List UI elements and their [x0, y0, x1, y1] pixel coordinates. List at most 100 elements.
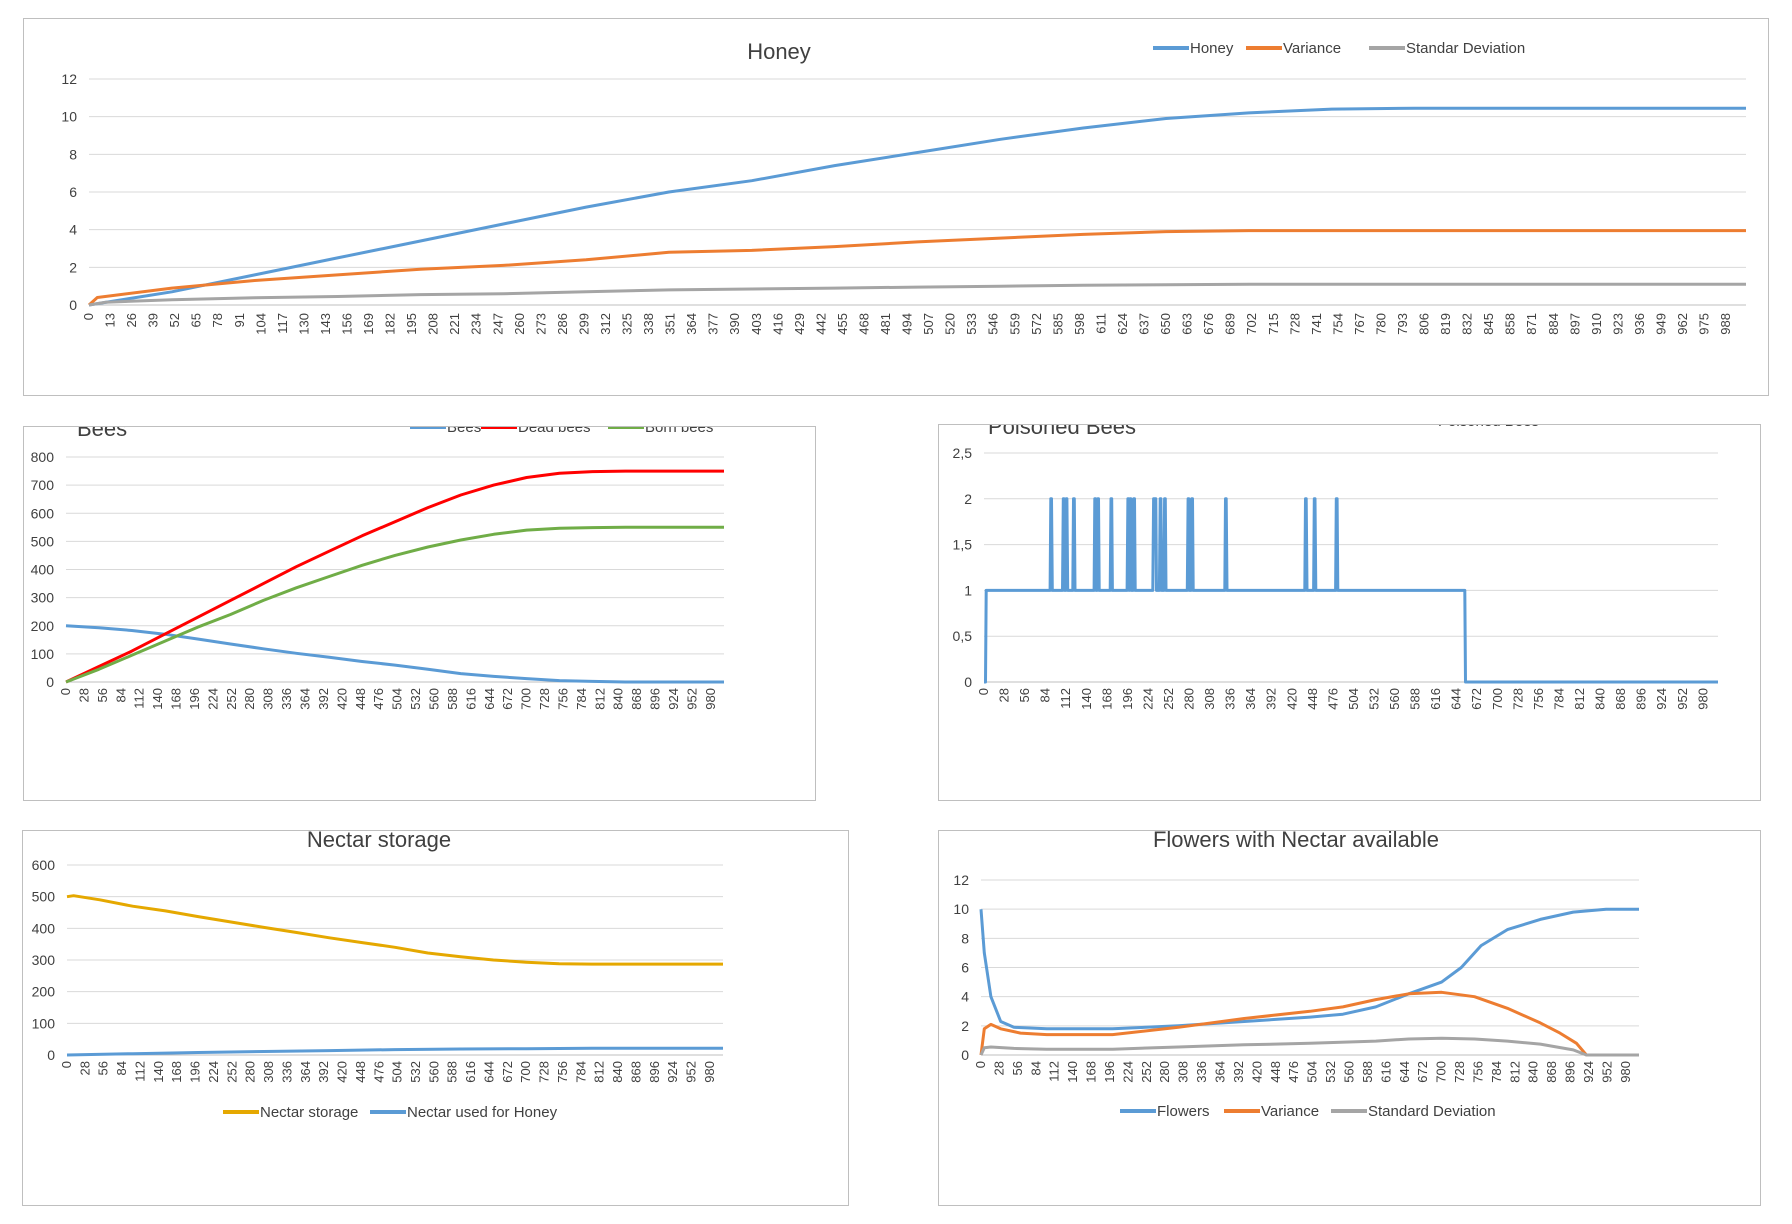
honey-x-tick-label: 364 [684, 313, 699, 335]
bees-y-tick-label: 800 [31, 449, 55, 465]
poisoned-bees-x-tick-label: 532 [1366, 688, 1381, 710]
honey-x-tick-label: 182 [383, 313, 398, 335]
bees-y-tick-label: 700 [31, 477, 55, 493]
bees-x-tick-label: 532 [408, 688, 423, 710]
honey-x-tick-label: 624 [1115, 313, 1130, 335]
nectar-storage-x-tick-label: 196 [188, 1061, 203, 1083]
nectar-storage-y-tick-label: 200 [32, 984, 56, 1000]
honey-x-tick-label: 728 [1287, 313, 1302, 335]
poisoned-bees-chart-panel: Poisoned Bees 0 0,5 1 1,5 2 2,5 0 28 56 84 112 140 16… [938, 424, 1761, 801]
poisoned-bees-x-tick-label: 28 [997, 688, 1012, 702]
honey-x-tick-label: 533 [964, 313, 979, 335]
nectar-storage-legend-label-nectar-used-for-honey: Nectar used for Honey [407, 1104, 558, 1121]
honey-x-tick-label: 988 [1718, 313, 1733, 335]
honey-y-tick-label: 6 [69, 184, 77, 200]
poisoned-bees-chart-svg: Poisoned Bees 0 0,5 1 1,5 2 2,5 0 28 56 84 112 140 16… [953, 425, 1719, 710]
bees-y-tick-label: 100 [31, 646, 55, 662]
poisoned-bees-legend-label-poisoned-bees: Poisoned Bees [1438, 425, 1539, 430]
honey-title: Honey [747, 39, 811, 64]
poisoned-bees-x-tick-label: 924 [1654, 688, 1669, 710]
flowers-with-nectar-available-x-tick-label: 924 [1581, 1061, 1596, 1083]
flowers-with-nectar-available-x-tick-label: 364 [1213, 1061, 1228, 1083]
nectar-storage-x-tick-label: 336 [279, 1061, 294, 1083]
honey-legend-label-honey: Honey [1190, 40, 1234, 57]
bees-x-tick-label: 504 [390, 688, 405, 710]
honey-series-honey-line [88, 106, 1746, 307]
bees-legend-label-dead-bees: Dead bees [518, 427, 591, 436]
poisoned-bees-x-tick-label: 616 [1428, 688, 1443, 710]
honey-x-tick-label: 208 [426, 313, 441, 335]
poisoned-bees-x-tick-label: 364 [1243, 688, 1258, 710]
nectar-storage-x-tick-label: 728 [537, 1061, 552, 1083]
honey-x-tick-label: 390 [727, 313, 742, 335]
honey-x-tick-label: 416 [770, 313, 785, 335]
honey-x-tick-label: 754 [1330, 313, 1345, 335]
flowers-with-nectar-available-x-tick-label: 700 [1434, 1061, 1449, 1083]
bees-legend-label-born-bees: Born bees [645, 427, 713, 436]
honey-x-tick-label: 546 [986, 313, 1001, 335]
poisoned-bees-y-tick-label: 0 [964, 674, 972, 690]
bees-x-tick-label: 896 [648, 688, 663, 710]
honey-x-tick-label: 143 [318, 313, 333, 335]
honey-x-tick-label: 806 [1417, 313, 1432, 335]
honey-x-tick-label: 936 [1632, 313, 1647, 335]
flowers-with-nectar-available-x-tick-label: 84 [1028, 1061, 1043, 1075]
bees-x-tick-label: 980 [703, 688, 718, 710]
poisoned-bees-x-tick-label: 784 [1551, 688, 1566, 710]
bees-x-tick-label: 280 [242, 688, 257, 710]
honey-x-tick-label: 325 [620, 313, 635, 335]
flowers-with-nectar-available-series-standard-deviation-line [979, 1036, 1639, 1057]
honey-x-tick-label: 91 [232, 313, 247, 327]
poisoned-bees-x-tick-label: 812 [1572, 688, 1587, 710]
flowers-with-nectar-available-x-tick-label: 812 [1507, 1061, 1522, 1083]
flowers-with-nectar-available-x-tick-label: 252 [1139, 1061, 1154, 1083]
honey-x-tick-label: 611 [1093, 313, 1108, 334]
bees-x-tick-label: 28 [76, 688, 91, 702]
nectar-storage-x-tick-label: 476 [371, 1061, 386, 1083]
poisoned-bees-x-tick-label: 504 [1346, 688, 1361, 710]
nectar-storage-x-tick-label: 392 [316, 1061, 331, 1083]
nectar-storage-x-tick-label: 252 [224, 1061, 239, 1083]
honey-x-tick-label: 117 [275, 313, 290, 334]
honey-x-tick-label: 702 [1244, 313, 1259, 335]
flowers-with-nectar-available-x-tick-label: 532 [1323, 1061, 1338, 1083]
honey-x-tick-label: 0 [81, 313, 96, 320]
honey-x-tick-label: 949 [1653, 313, 1668, 335]
bees-x-tick-label: 112 [132, 688, 147, 709]
honey-legend-label-variance: Variance [1283, 40, 1341, 57]
bees-x-tick-label: 448 [353, 688, 368, 710]
honey-legend-label-standar-deviation: Standar Deviation [1406, 40, 1525, 57]
bees-x-tick-label: 616 [463, 688, 478, 710]
bees-x-tick-label: 644 [482, 688, 497, 710]
bees-x-tick-label: 252 [224, 688, 239, 710]
poisoned-bees-y-tick-label: 1,5 [953, 537, 973, 553]
honey-series-variance-line [87, 229, 1746, 307]
nectar-storage-x-tick-label: 364 [298, 1061, 313, 1083]
poisoned-bees-x-tick-label: 392 [1264, 688, 1279, 710]
bees-y-tick-label: 600 [31, 505, 55, 521]
flowers-with-nectar-available-x-tick-label: 336 [1194, 1061, 1209, 1083]
honey-x-tick-label: 260 [512, 313, 527, 335]
honey-x-tick-label: 130 [296, 313, 311, 335]
nectar-storage-x-tick-label: 112 [132, 1061, 147, 1082]
honey-x-tick-label: 871 [1524, 313, 1539, 335]
flowers-with-nectar-available-x-tick-label: 224 [1120, 1061, 1135, 1083]
nectar-storage-x-tick-label: 224 [206, 1061, 221, 1083]
nectar-storage-x-tick-label: 448 [353, 1061, 368, 1083]
poisoned-bees-x-tick-label: 252 [1161, 688, 1176, 710]
honey-x-tick-label: 819 [1438, 313, 1453, 335]
honey-x-tick-label: 715 [1266, 313, 1281, 335]
flowers-with-nectar-available-x-tick-label: 616 [1378, 1061, 1393, 1083]
honey-x-tick-label: 468 [856, 313, 871, 335]
honey-x-tick-label: 884 [1546, 313, 1561, 335]
flowers-with-nectar-available-x-tick-label: 868 [1544, 1061, 1559, 1083]
nectar-storage-x-tick-label: 420 [335, 1061, 350, 1083]
flowers-with-nectar-available-x-tick-label: 448 [1268, 1061, 1283, 1083]
nectar-storage-x-tick-label: 784 [573, 1061, 588, 1083]
nectar-storage-x-tick-label: 980 [702, 1061, 717, 1083]
poisoned-bees-x-tick-label: 672 [1469, 688, 1484, 710]
flowers-with-nectar-available-legend-label-flowers: Flowers [1157, 1103, 1210, 1120]
nectar-storage-x-tick-label: 308 [261, 1061, 276, 1083]
honey-y-tick-label: 10 [61, 109, 77, 125]
